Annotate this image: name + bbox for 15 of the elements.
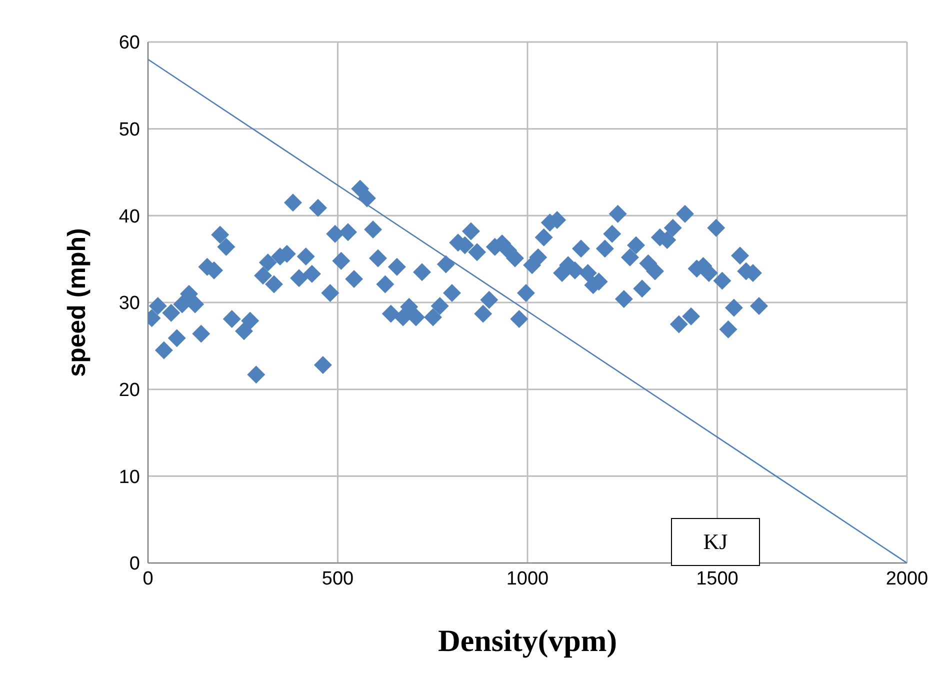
y-tick-label: 30 xyxy=(118,293,140,314)
x-tick-label: 500 xyxy=(322,568,354,590)
x-tick-label: 2000 xyxy=(886,568,928,590)
y-tick-label: 50 xyxy=(118,120,140,141)
x-tick-label: 1500 xyxy=(696,568,738,590)
y-tick-label: 0 xyxy=(129,554,140,575)
y-tick-label: 20 xyxy=(118,380,140,402)
y-tick-label: 40 xyxy=(118,206,140,228)
x-tick-label: 0 xyxy=(142,568,154,590)
x-axis-title: Density(vpm) xyxy=(438,623,618,658)
y-tick-label: 10 xyxy=(118,466,140,488)
y-tick-label: 60 xyxy=(118,32,140,54)
annotation: KJ xyxy=(671,518,760,566)
x-tick-label: 1000 xyxy=(506,568,549,590)
y-axis-title: speed (mph) xyxy=(62,228,91,377)
